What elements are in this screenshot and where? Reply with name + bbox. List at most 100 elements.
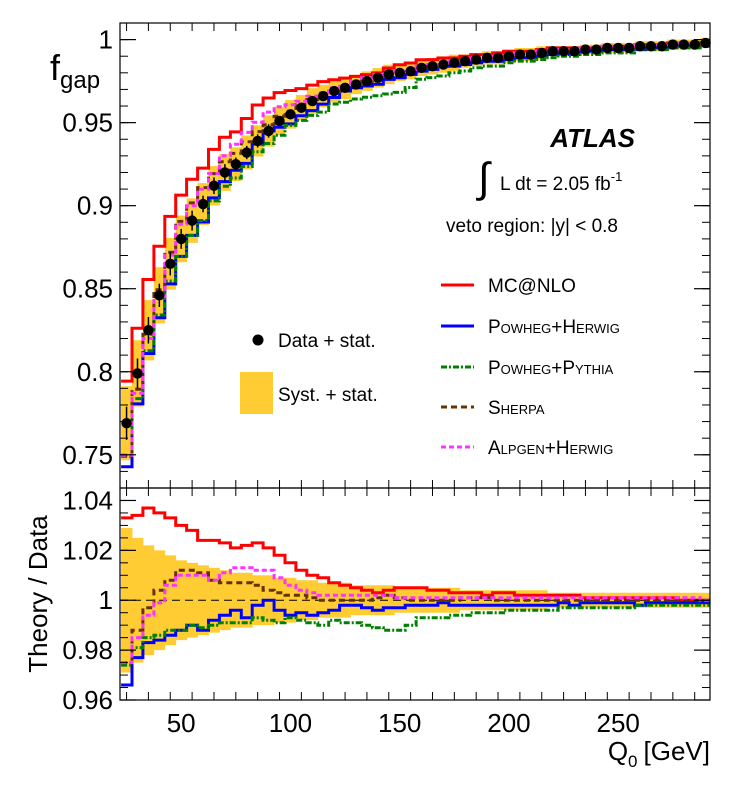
bottom-band-bin <box>645 592 657 608</box>
data-point <box>318 90 329 102</box>
data-point <box>623 42 635 54</box>
data-point <box>186 215 198 226</box>
data-point <box>634 41 646 52</box>
data-point <box>121 418 132 429</box>
bottom-y-tick-label: 0.96 <box>62 685 113 715</box>
data-point <box>285 109 296 120</box>
legend-powheg-pythia-label: Powheg+Pythia <box>488 358 614 379</box>
veto-region-label: veto region: |y| < 0.8 <box>446 216 618 237</box>
bottom-syst-band <box>121 527 711 673</box>
data-point <box>678 39 689 50</box>
data-point <box>503 51 515 62</box>
bottom-band-bin <box>164 555 177 646</box>
axes: 0.75 0.8 0.85 0.9 0.95 1 0.96 0.98 1 1.02 1.04 50 10… <box>62 22 710 738</box>
data-point <box>416 62 427 74</box>
top-mc-curves <box>121 41 710 469</box>
data-point <box>514 49 526 60</box>
top-curve-sherpa <box>121 41 710 457</box>
data-point <box>175 233 187 245</box>
bottom-band-bin <box>230 572 242 628</box>
bottom-band-bin <box>656 592 668 608</box>
data-point <box>296 102 307 113</box>
bottom-y-tick-label: 0.98 <box>62 635 113 665</box>
data-point <box>328 85 340 97</box>
top-panel-frame <box>119 22 711 489</box>
x-axis-title: Q0 [GeV] <box>608 736 710 771</box>
data-point <box>405 65 416 77</box>
data-point <box>372 72 384 84</box>
atlas-label: ATLAS <box>549 123 635 153</box>
data-point <box>241 147 252 158</box>
x-tick-label: 50 <box>167 708 196 738</box>
data-point <box>274 115 285 127</box>
bottom-panel-frame <box>119 487 711 701</box>
data-point <box>602 42 613 54</box>
data-point <box>525 49 537 60</box>
x-tick-label: 100 <box>269 708 312 738</box>
data-point <box>143 325 154 336</box>
data-point <box>536 47 547 59</box>
data-point <box>361 75 373 87</box>
top-y-tick-label: 1 <box>99 25 113 55</box>
data-point <box>154 290 165 301</box>
data-point <box>460 55 471 67</box>
top-curve-alpgen <box>121 41 710 457</box>
data-point <box>197 198 209 210</box>
top-ylabel-sub: gap <box>60 67 100 94</box>
legend-data-label: Data + stat. <box>278 331 376 352</box>
legend-powheg-pythia: Powheg+Pythia <box>441 358 614 379</box>
bottom-band-bin <box>295 580 308 621</box>
data-point <box>394 67 405 79</box>
data-point <box>591 44 602 55</box>
legend-mcnlo-label: MC@NLO <box>488 276 576 297</box>
legend-powheg-herwig-label: Powheg+Herwig <box>488 317 620 338</box>
data-point <box>307 95 318 107</box>
top-data-points <box>121 37 711 440</box>
bottom-band-bin <box>306 580 319 621</box>
data-point <box>427 60 438 72</box>
bottom-y-tick-label: 1 <box>99 585 113 615</box>
lumi-label: L dt = 2.05 fb-1 <box>500 169 622 195</box>
bottom-band-bin <box>514 590 526 611</box>
top-y-tick-label: 0.95 <box>62 108 113 138</box>
data-point <box>689 39 700 50</box>
legend-sherpa-label: Sherpa <box>488 398 545 419</box>
ratio-curve-powheg_pythia <box>121 603 710 667</box>
top-y-tick-label: 0.9 <box>77 191 113 221</box>
bottom-ratio-curves <box>121 506 710 687</box>
legend-alpgen-herwig-label: Alpgen+Herwig <box>488 438 613 459</box>
data-point <box>230 158 242 170</box>
data-point <box>263 125 274 137</box>
data-point <box>350 79 362 90</box>
ratio-curve-mcnlo <box>121 506 710 602</box>
bottom-y-tick-label: 1.02 <box>62 535 113 565</box>
data-point <box>656 41 668 52</box>
data-point <box>547 46 558 57</box>
legend-alpgen-herwig: Alpgen+Herwig <box>441 438 613 459</box>
bottom-band-bin <box>525 590 537 611</box>
ratio-curve-sherpa <box>121 568 710 665</box>
data-point <box>339 82 351 93</box>
data-point <box>613 42 624 54</box>
data-point <box>700 37 711 49</box>
data-point <box>558 46 569 57</box>
ratio-curve-powheg_herwig <box>121 598 710 687</box>
data-point <box>449 57 460 69</box>
legend-mcnlo: MC@NLO <box>441 276 576 297</box>
legend-data-marker <box>252 334 264 346</box>
top-y-tick-label: 0.8 <box>77 357 113 387</box>
data-point <box>470 54 482 65</box>
data-point <box>208 180 220 191</box>
top-syst-band <box>121 37 711 461</box>
top-curve-powheg_herwig <box>121 43 710 469</box>
x-tick-label: 150 <box>378 708 421 738</box>
integral-sign: ∫ <box>476 154 492 201</box>
data-point <box>132 368 143 379</box>
legend-syst-swatch <box>240 372 273 414</box>
bottom-band-bin <box>175 560 188 641</box>
data-point <box>165 258 176 270</box>
legend-powheg-herwig: Powheg+Herwig <box>441 317 620 338</box>
bottom-band-bin <box>383 585 395 616</box>
legend-syst-label: Syst. + stat. <box>278 385 378 406</box>
